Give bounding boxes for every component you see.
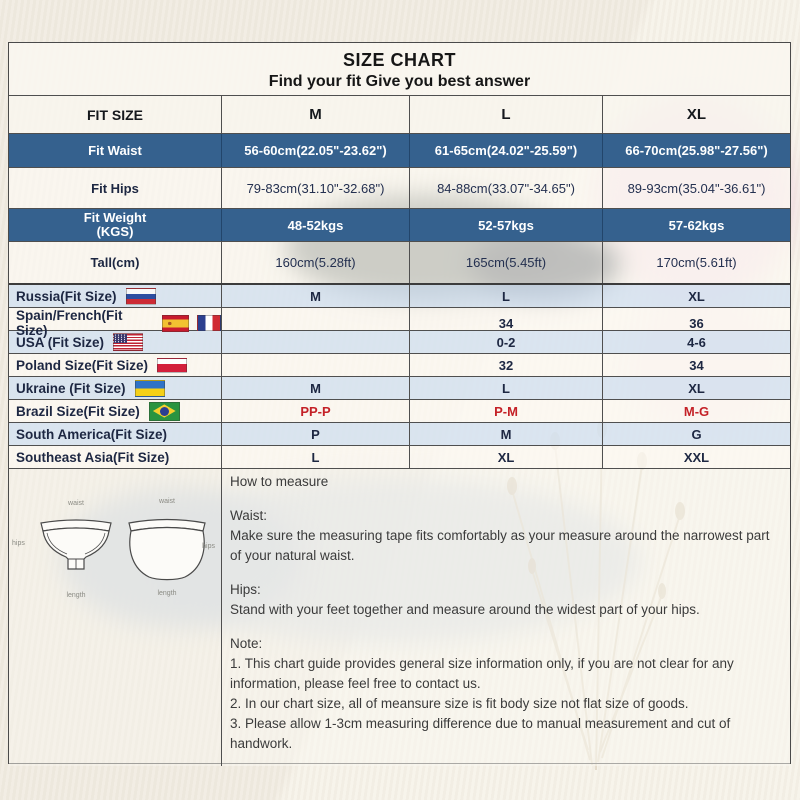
waist-heading: Waist: xyxy=(230,508,267,523)
flag-poland-icon xyxy=(157,357,188,373)
chart-header: SIZE CHART Find your fit Give you best a… xyxy=(9,43,790,96)
size-cell: 66-70cm(25.98"-27.56") xyxy=(625,143,768,158)
size-cell xyxy=(222,308,410,338)
fit-hips-row: Fit Hips 79-83cm(31.10"-32.68") 84-88cm(… xyxy=(9,168,790,209)
flag-france-icon xyxy=(197,315,221,331)
sketch-label: waist xyxy=(67,500,84,507)
note-item: 2. In our chart size, all of meansure si… xyxy=(230,696,689,711)
size-cell: 165cm(5.45ft) xyxy=(410,242,603,283)
page-title: SIZE CHART xyxy=(343,50,456,70)
sketch-label: length xyxy=(66,592,85,599)
row-label: Fit Weight (KGS) xyxy=(9,209,222,241)
size-cell: 170cm(5.61ft) xyxy=(656,255,737,270)
fit-weight-row: Fit Weight (KGS) 48-52kgs 52-57kgs 57-62… xyxy=(9,209,790,242)
size-cell: G xyxy=(691,426,702,442)
spain-french-size-row: Spain/French(Fit Size) 34 36 xyxy=(9,308,790,338)
column-header-fit-size: FIT SIZE xyxy=(9,96,222,133)
size-cell: 84-88cm(33.07"-34.65") xyxy=(410,168,603,208)
row-label: Spain/French(Fit Size) xyxy=(9,308,222,338)
size-cell: XL xyxy=(688,380,705,396)
size-cell: P-M xyxy=(410,400,603,422)
sketch-label: waist xyxy=(158,498,175,505)
size-cell: 57-62kgs xyxy=(668,217,725,233)
size-cell: M xyxy=(222,285,410,307)
size-cell: 56-60cm(22.05"-23.62") xyxy=(222,134,410,167)
panties-sketch: waist waist hips hips length length xyxy=(12,498,215,599)
flag-brazil-icon xyxy=(148,401,180,421)
ukraine-size-row: Ukraine (Fit Size) M L XL xyxy=(9,377,790,400)
guide-title: How to measure xyxy=(230,474,329,489)
sketch-label: hips xyxy=(12,540,25,547)
size-cell: XL xyxy=(410,446,603,468)
flag-ukraine-icon xyxy=(134,379,165,397)
poland-size-row: Poland Size(Fit Size) 32 34 xyxy=(9,354,790,377)
size-cell: 32 xyxy=(410,354,603,376)
row-label: Brazil Size(Fit Size) xyxy=(9,400,222,422)
hips-heading: Hips: xyxy=(230,582,261,597)
size-cell: L xyxy=(222,446,410,468)
note-heading: Note: xyxy=(230,636,263,651)
row-label: Southeast Asia(Fit Size) xyxy=(9,446,222,468)
flag-usa-icon xyxy=(113,333,144,351)
note-item: 1. This chart guide provides general siz… xyxy=(230,656,734,691)
row-label: Fit Waist xyxy=(9,134,222,167)
flag-spain-icon xyxy=(162,314,189,332)
size-cell: 34 xyxy=(410,308,603,338)
hips-instructions: Stand with your feet together and measur… xyxy=(230,602,700,617)
brazil-size-row: Brazil Size(Fit Size) PP-P P-M M-G xyxy=(9,400,790,423)
measure-guide: How to measure Waist: Make sure the meas… xyxy=(222,469,790,766)
fit-waist-row: Fit Waist 56-60cm(22.05"-23.62") 61-65cm… xyxy=(9,134,790,168)
note-item: 3. Please allow 1-3cm measuring differen… xyxy=(230,716,731,751)
size-cell xyxy=(222,354,410,376)
size-cell: 36 xyxy=(689,315,704,331)
waist-instructions: Make sure the measuring tape fits comfor… xyxy=(230,528,770,563)
column-header-m: M xyxy=(222,96,410,133)
southeast-asia-size-row: Southeast Asia(Fit Size) L XL XXL xyxy=(9,446,790,469)
sketch-label: length xyxy=(157,590,176,597)
size-cell: L xyxy=(410,285,603,307)
column-header-xl: XL xyxy=(686,106,707,123)
page-subtitle: Find your fit Give you best answer xyxy=(268,73,531,90)
size-cell: 61-65cm(24.02"-25.59") xyxy=(410,134,603,167)
size-cell: 89-93cm(35.04"-36.61") xyxy=(627,180,766,196)
size-cell: P xyxy=(222,423,410,445)
size-cell: 48-52kgs xyxy=(222,209,410,241)
size-cell: 52-57kgs xyxy=(410,209,603,241)
south-america-size-row: South America(Fit Size) P M G xyxy=(9,423,790,446)
size-cell: L xyxy=(410,377,603,399)
column-header-l: L xyxy=(410,96,603,133)
row-label: Fit Hips xyxy=(9,168,222,208)
flag-russia-icon xyxy=(125,287,156,305)
size-cell: M-G xyxy=(683,403,710,419)
size-cell: PP-P xyxy=(222,400,410,422)
size-cell: M xyxy=(222,377,410,399)
row-label: USA (Fit Size) xyxy=(9,331,222,353)
size-cell: XL xyxy=(688,288,705,304)
measurement-sketch: waist waist hips hips length length xyxy=(9,469,222,766)
usa-size-row: USA (Fit Size) 0-2 4-6 xyxy=(9,331,790,354)
row-label: Tall(cm) xyxy=(9,242,222,283)
size-cell: 34 xyxy=(689,357,704,373)
size-cell xyxy=(222,331,410,353)
row-label: Ukraine (Fit Size) xyxy=(9,377,222,399)
measure-guide-section: waist waist hips hips length length How … xyxy=(9,469,790,766)
sketch-label: hips xyxy=(202,543,215,550)
tall-row: Tall(cm) 160cm(5.28ft) 165cm(5.45ft) 170… xyxy=(9,242,790,285)
size-cell: 79-83cm(31.10"-32.68") xyxy=(222,168,410,208)
size-cell: XXL xyxy=(683,449,710,465)
row-label: South America(Fit Size) xyxy=(9,423,222,445)
size-chart-table: SIZE CHART Find your fit Give you best a… xyxy=(8,42,791,766)
size-cell: M xyxy=(410,423,603,445)
row-label: Poland Size(Fit Size) xyxy=(9,354,222,376)
size-cell: 160cm(5.28ft) xyxy=(222,242,410,283)
russia-size-row: Russia(Fit Size) M L XL xyxy=(9,285,790,308)
size-cell: 0-2 xyxy=(410,331,603,353)
column-header-row: FIT SIZE M L XL xyxy=(9,96,790,134)
size-cell: 4-6 xyxy=(687,334,706,350)
row-label: Russia(Fit Size) xyxy=(9,285,222,307)
